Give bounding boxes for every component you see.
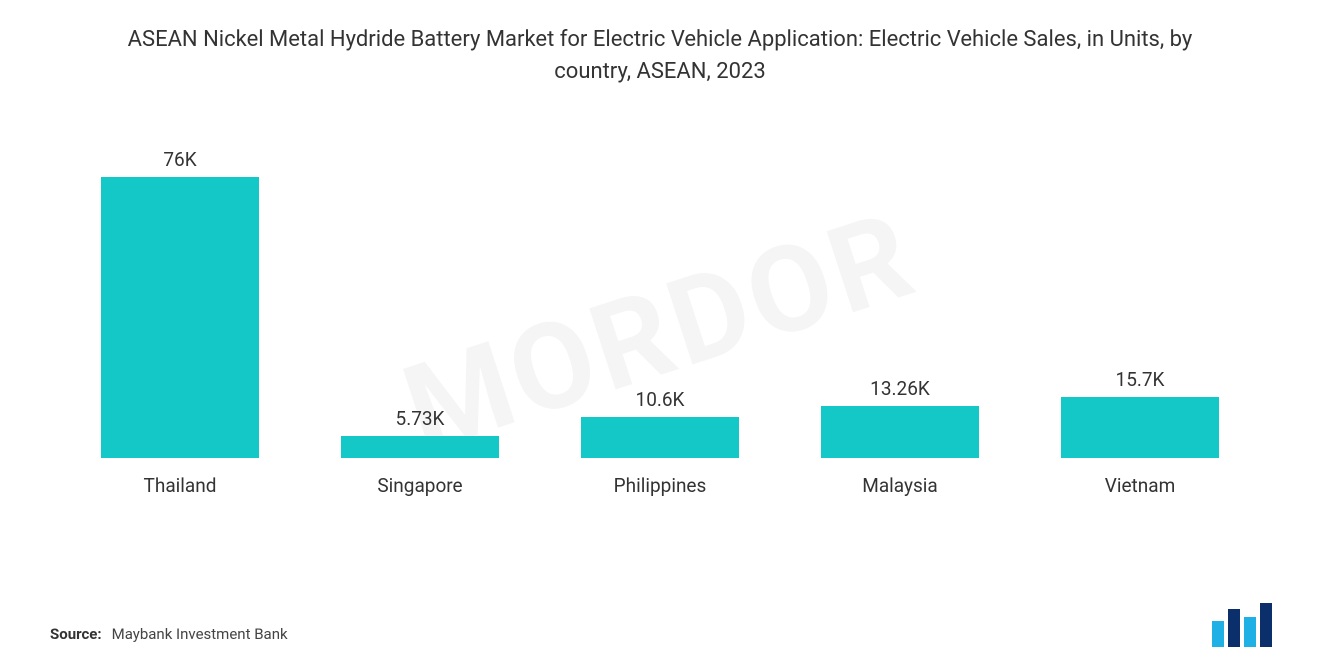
- bar-value-label: 10.6K: [636, 388, 685, 411]
- source-footer: Source: Maybank Investment Bank: [50, 625, 288, 643]
- bars-container: 76K 5.73K 10.6K 13.26K 15.7K: [50, 148, 1270, 458]
- bar-value-label: 13.26K: [870, 377, 930, 400]
- category-axis: Thailand Singapore Philippines Malaysia …: [50, 458, 1270, 497]
- bar-slot: 15.7K: [1020, 148, 1260, 458]
- category-label: Thailand: [60, 474, 300, 497]
- chart-title: ASEAN Nickel Metal Hydride Battery Marke…: [0, 0, 1320, 88]
- bar-value-label: 5.73K: [396, 407, 445, 430]
- source-key: Source:: [50, 625, 102, 643]
- bar-value-label: 15.7K: [1116, 368, 1165, 391]
- source-value: Maybank Investment Bank: [112, 625, 288, 643]
- bar-slot: 13.26K: [780, 148, 1020, 458]
- category-label: Philippines: [540, 474, 780, 497]
- bar: [101, 177, 259, 458]
- mordor-logo-icon: [1210, 603, 1280, 647]
- bar: [581, 417, 739, 458]
- bar-slot: 5.73K: [300, 148, 540, 458]
- bar-slot: 76K: [60, 148, 300, 458]
- bar: [821, 406, 979, 457]
- bar: [1061, 397, 1219, 458]
- bar-value-label: 76K: [163, 148, 196, 171]
- category-label: Vietnam: [1020, 474, 1260, 497]
- bar: [341, 436, 499, 458]
- bar-slot: 10.6K: [540, 148, 780, 458]
- category-label: Singapore: [300, 474, 540, 497]
- category-label: Malaysia: [780, 474, 1020, 497]
- bar-chart: 76K 5.73K 10.6K 13.26K 15.7K Thailand Si…: [50, 148, 1270, 538]
- brand-logo: [1210, 603, 1280, 647]
